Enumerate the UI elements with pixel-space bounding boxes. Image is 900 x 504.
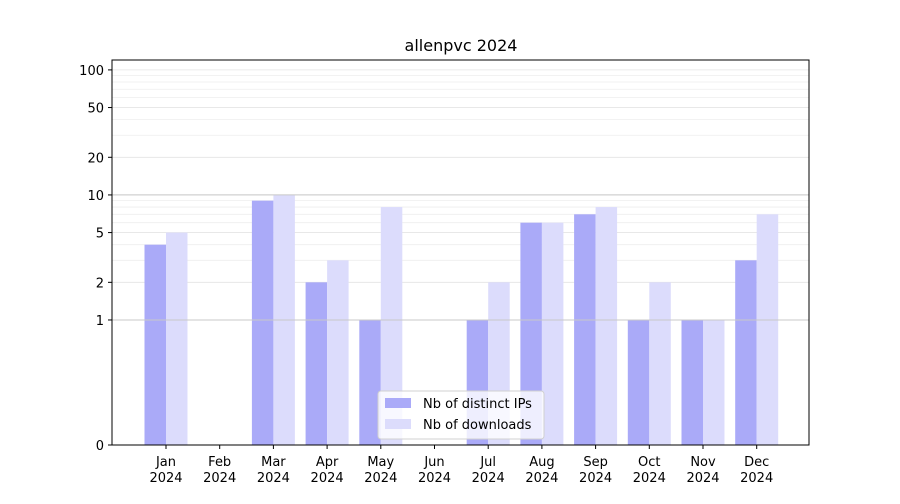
bar-downloads <box>327 260 349 445</box>
bar-downloads <box>649 282 671 445</box>
bar-downloads <box>703 319 725 445</box>
x-tick-label-year: 2024 <box>472 471 505 486</box>
legend-box <box>377 390 545 440</box>
bar-downloads <box>756 214 779 445</box>
legend-label-distinct-ips: Nb of distinct IPs <box>423 397 532 412</box>
x-tick-label-month: Apr <box>316 455 339 470</box>
bar-distinct-ips <box>251 200 274 445</box>
x-tick-label-month: Aug <box>529 455 554 470</box>
reference-lines <box>112 194 809 321</box>
x-tick-label-month: Oct <box>638 455 660 470</box>
y-tick-label: 20 <box>87 151 104 166</box>
bar-distinct-ips <box>574 214 596 445</box>
bar-distinct-ips <box>735 260 757 445</box>
x-tick-label-year: 2024 <box>525 471 558 486</box>
x-tick-label-year: 2024 <box>740 471 773 486</box>
bar-distinct-ips <box>305 282 328 445</box>
y-tick-label: 1 <box>96 314 104 329</box>
bar-downloads <box>166 232 188 445</box>
x-tick-label-month: Feb <box>208 455 231 470</box>
y-tick-label: 0 <box>96 439 104 454</box>
x-tick-label-year: 2024 <box>257 471 290 486</box>
bar-downloads <box>541 222 564 445</box>
legend-swatch-distinct-ips <box>385 398 411 408</box>
x-tick-label-month: Dec <box>744 455 769 470</box>
x-tick-label-month: May <box>367 455 394 470</box>
y-tick-label: 5 <box>96 227 104 242</box>
x-tick-label-year: 2024 <box>633 471 666 486</box>
x-tick-label-year: 2024 <box>149 471 182 486</box>
x-tick-label-year: 2024 <box>311 471 344 486</box>
legend: Nb of distinct IPs Nb of downloads <box>377 390 545 440</box>
bar-distinct-ips <box>520 222 542 445</box>
x-tick-label-month: Jul <box>479 455 496 470</box>
x-tick-label-year: 2024 <box>203 471 236 486</box>
x-tick-label-year: 2024 <box>579 471 612 486</box>
plot-frame <box>111 59 810 446</box>
x-tick-label-month: Mar <box>261 455 286 470</box>
chart-title: allenpvc 2024 <box>405 36 518 55</box>
x-tick-label-month: Sep <box>583 455 608 470</box>
y-tick-label: 100 <box>79 64 104 79</box>
legend-swatch-downloads <box>385 419 411 429</box>
legend-label-downloads: Nb of downloads <box>423 418 532 433</box>
y-tick-label: 10 <box>87 189 104 204</box>
bar-distinct-ips <box>359 319 381 445</box>
bar-distinct-ips <box>627 319 650 445</box>
x-tick-label-month: Jun <box>423 455 444 470</box>
y-axis: 0 1 2 5 10 20 50 100 <box>79 64 112 454</box>
bar-distinct-ips <box>144 244 166 445</box>
y-tick-label: 2 <box>96 276 104 291</box>
x-tick-label-month: Nov <box>690 455 716 470</box>
bar-distinct-ips <box>681 319 703 445</box>
bar-downloads <box>380 207 403 445</box>
x-tick-label-year: 2024 <box>364 471 397 486</box>
x-tick-label-year: 2024 <box>418 471 451 486</box>
y-tick-label: 50 <box>87 102 104 117</box>
x-tick-label-year: 2024 <box>686 471 719 486</box>
bar-downloads <box>595 207 618 445</box>
x-tick-label-month: Jan <box>155 455 176 470</box>
x-axis: Jan2024Feb2024Mar2024Apr2024May2024Jun20… <box>149 445 773 486</box>
bars-layer <box>144 194 779 445</box>
